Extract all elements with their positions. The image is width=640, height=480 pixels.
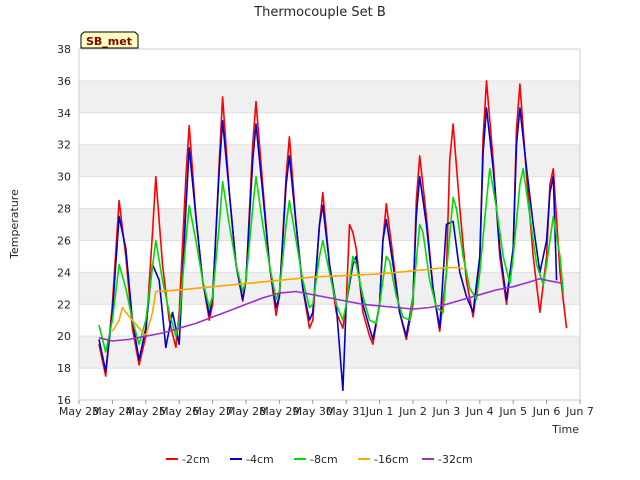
y-tick-label: 24 [57,266,71,279]
x-tick-label: May 26 [159,405,199,418]
y-tick-label: 34 [57,107,71,120]
x-tick-label: Jun 1 [365,405,394,418]
series-line-32cm [98,277,564,342]
series-line-8cm [98,167,565,353]
grid-band [79,336,580,369]
legend-label: -4cm [246,453,274,466]
x-tick-label: May 30 [293,405,333,418]
x-tick-label: May 24 [92,405,132,418]
grid-bands [79,48,580,401]
site-badge-label: SB_met [86,35,132,48]
chart-title: Thermocouple Set B [253,5,386,20]
legend-label: -32cm [438,453,473,466]
y-tick-label: 16 [57,394,71,407]
site-badge: SB_met [80,31,139,49]
y-axis-label: Temperature [8,189,21,260]
legend-label: -8cm [310,453,338,466]
series-line-2cm [98,80,568,377]
x-tick-label: May 31 [326,405,366,418]
y-tick-label: 32 [57,139,71,152]
x-tick-label: Jun 7 [565,405,594,418]
y-tick-label: 20 [57,330,71,343]
legend-label: -16cm [374,453,409,466]
y-tick-label: 26 [57,234,71,247]
y-tick-label: 28 [57,203,71,216]
x-tick-label: May 28 [226,405,266,418]
y-tick-label: 36 [57,75,71,88]
x-tick-label: Jun 2 [398,405,427,418]
plot-frame [78,48,581,401]
x-tick-label: Jun 4 [465,405,494,418]
x-tick-label: Jun 5 [498,405,527,418]
y-tick-label: 18 [57,362,71,375]
x-tick-label: May 29 [259,405,299,418]
x-tick-label: Jun 6 [532,405,561,418]
y-tick-label: 30 [57,171,71,184]
series-line-16cm [111,266,464,337]
series-layer [98,80,568,392]
y-tick-label: 38 [57,43,71,56]
x-tick-label: May 25 [126,405,166,418]
y-axis: 16 18 20 22 24 26 28 30 32 34 36 38 [57,43,71,407]
grid-band [79,144,580,177]
x-tick-label: May 23 [59,405,99,418]
x-tick-label: May 27 [192,405,232,418]
x-axis-label: Time [551,423,579,436]
legend: -2cm -4cm -8cm -16cm -32cm [166,453,473,466]
y-tick-label: 22 [57,298,71,311]
legend-label: -2cm [182,453,210,466]
x-tick-label: Jun 3 [432,405,461,418]
grid-band [79,80,580,113]
